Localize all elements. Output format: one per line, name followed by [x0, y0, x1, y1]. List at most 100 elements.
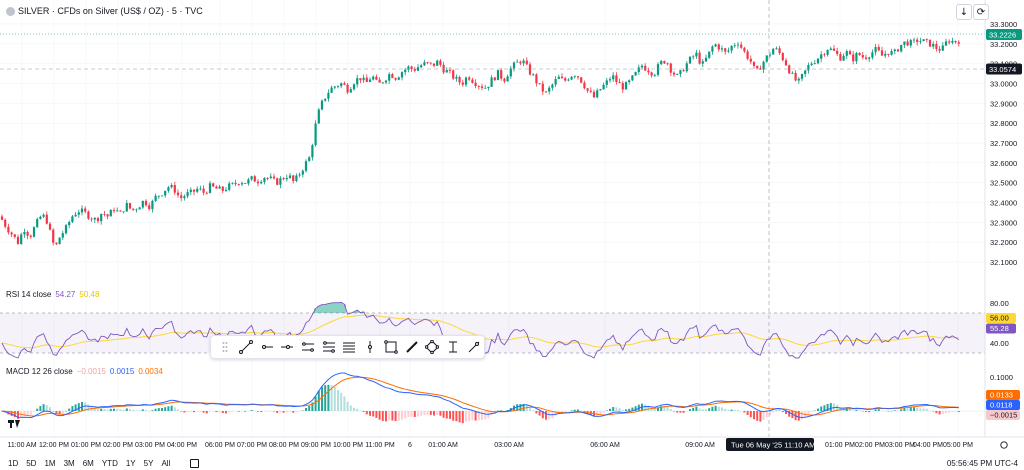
candle-body-281[interactable] — [900, 44, 903, 52]
candle-body-243[interactable] — [778, 48, 781, 54]
candle-body-108[interactable] — [346, 84, 349, 93]
candle-body-255[interactable] — [816, 58, 820, 64]
candle-body-90[interactable] — [288, 175, 292, 178]
candle-body-275[interactable] — [880, 50, 884, 56]
candle-body-268[interactable] — [858, 53, 861, 56]
candle-body-185[interactable] — [592, 91, 596, 98]
candle-body-142[interactable] — [455, 76, 458, 79]
candle-body-145[interactable] — [464, 77, 468, 85]
candle-body-239[interactable] — [765, 55, 768, 62]
candle-body-45[interactable] — [144, 200, 148, 206]
candle-body-85[interactable] — [272, 176, 276, 179]
candle-body-195[interactable] — [624, 82, 628, 90]
candle-body-84[interactable] — [269, 176, 272, 178]
candle-body-188[interactable] — [602, 84, 605, 90]
candle-body-34[interactable] — [109, 209, 112, 217]
candle-body-20[interactable] — [64, 225, 68, 234]
candle-body-163[interactable] — [522, 60, 525, 64]
candle-body-110[interactable] — [352, 84, 356, 90]
candle-body-114[interactable] — [365, 77, 368, 82]
parallel-channel-icon[interactable] — [298, 337, 319, 357]
timeframe-5d[interactable]: 5D — [26, 459, 37, 468]
timeframe-1y[interactable]: 1Y — [125, 459, 136, 468]
candle-body-246[interactable] — [788, 65, 791, 74]
candle-body-54[interactable] — [173, 185, 176, 193]
path-icon[interactable] — [422, 337, 443, 357]
candle-body-56[interactable] — [180, 195, 183, 199]
candle-body-107[interactable] — [343, 83, 346, 85]
candle-body-25[interactable] — [80, 208, 84, 213]
candle-body-219[interactable] — [701, 61, 704, 64]
candle-body-292[interactable] — [935, 44, 938, 49]
candle-body-194[interactable] — [621, 83, 624, 90]
candle-body-8[interactable] — [26, 231, 29, 236]
fullscreen-icon[interactable]: ⟳ — [973, 4, 989, 20]
fib-extension-icon[interactable] — [339, 337, 360, 357]
candle-body-189[interactable] — [605, 80, 608, 85]
candle-body-192[interactable] — [615, 75, 618, 83]
candle-body-299[interactable] — [957, 42, 960, 44]
candle-body-131[interactable] — [420, 65, 423, 68]
candle-body-115[interactable] — [368, 79, 372, 82]
candle-body-91[interactable] — [292, 175, 295, 182]
candle-body-229[interactable] — [733, 45, 736, 47]
candle-body-97[interactable] — [311, 145, 314, 158]
candle-body-104[interactable] — [333, 86, 336, 88]
candle-body-93[interactable] — [298, 174, 301, 176]
candle-body-179[interactable] — [573, 76, 576, 78]
candle-body-9[interactable] — [29, 235, 32, 237]
candle-body-171[interactable] — [548, 87, 551, 92]
candle-body-160[interactable] — [512, 62, 516, 69]
candle-body-58[interactable] — [186, 192, 189, 197]
candle-body-125[interactable] — [400, 72, 404, 78]
candle-body-95[interactable] — [304, 161, 308, 171]
candle-body-51[interactable] — [164, 190, 167, 196]
candle-body-175[interactable] — [560, 76, 564, 79]
candle-body-105[interactable] — [336, 86, 340, 87]
candle-body-228[interactable] — [730, 45, 733, 51]
candle-body-4[interactable] — [13, 234, 16, 237]
candle-body-86[interactable] — [276, 178, 279, 185]
candle-body-162[interactable] — [519, 61, 522, 64]
candle-body-18[interactable] — [58, 237, 61, 245]
candle-body-182[interactable] — [583, 82, 586, 89]
candle-body-180[interactable] — [576, 76, 580, 78]
candle-body-233[interactable] — [746, 51, 749, 59]
candle-body-53[interactable] — [170, 185, 173, 188]
candle-body-48[interactable] — [154, 195, 157, 201]
candle-body-106[interactable] — [340, 83, 343, 87]
candle-body-151[interactable] — [484, 87, 487, 89]
candle-body-254[interactable] — [813, 63, 816, 65]
candle-body-113[interactable] — [362, 77, 365, 81]
trend-line-icon[interactable] — [236, 337, 257, 357]
candle-body-122[interactable] — [391, 74, 394, 79]
time-axis[interactable]: 11:00 AM 12:00 PM 01:00 PM 02:00 PM 03:00 PM… — [7, 442, 973, 449]
candle-body-183[interactable] — [586, 88, 589, 91]
candle-body-158[interactable] — [506, 76, 509, 82]
candle-body-270[interactable] — [864, 57, 868, 59]
rsi-label[interactable]: RSI 14 close — [6, 290, 52, 299]
candle-body-271[interactable] — [868, 57, 871, 59]
candle-body-250[interactable] — [800, 73, 804, 79]
candle-body-224[interactable] — [717, 44, 720, 50]
candle-body-96[interactable] — [308, 157, 311, 162]
candle-body-298[interactable] — [954, 40, 957, 43]
fib-retracement-icon[interactable] — [318, 337, 339, 357]
candle-body-112[interactable] — [359, 78, 362, 81]
candle-body-196[interactable] — [628, 80, 631, 83]
candle-body-157[interactable] — [503, 78, 506, 82]
candle-body-265[interactable] — [848, 51, 852, 55]
candle-body-289[interactable] — [925, 39, 928, 41]
timeframe-1m[interactable]: 1M — [44, 459, 56, 468]
candle-body-235[interactable] — [752, 61, 756, 66]
candle-body-68[interactable] — [218, 186, 221, 189]
candle-body-261[interactable] — [836, 50, 839, 55]
candle-body-94[interactable] — [301, 170, 304, 175]
candle-body-28[interactable] — [90, 218, 93, 220]
candle-body-29[interactable] — [93, 217, 96, 220]
candle-body-137[interactable] — [439, 60, 442, 65]
candle-body-238[interactable] — [762, 61, 765, 70]
candle-body-199[interactable] — [637, 67, 640, 73]
candle-body-225[interactable] — [720, 48, 724, 50]
